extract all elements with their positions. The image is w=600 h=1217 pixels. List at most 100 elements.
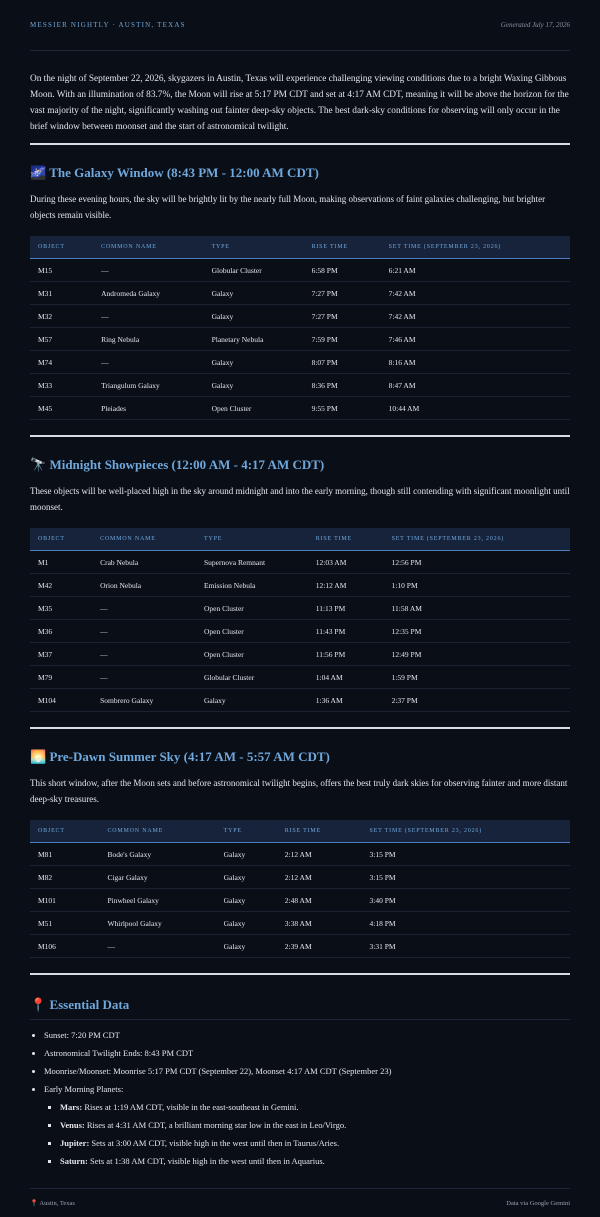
table-cell: 12:35 PM: [383, 619, 570, 643]
table-row: M37— Open Cluster 11:56 PM 12:49 PM: [30, 642, 570, 666]
divider: [30, 727, 570, 729]
column-header: SET TIME (SEPTEMBER 23, 2026): [380, 236, 570, 259]
section-description: This short window, after the Moon sets a…: [30, 778, 568, 804]
planet-name: Jupiter:: [60, 1138, 90, 1148]
table-cell: 11:58 AM: [383, 596, 570, 620]
table-row: M1 Crab Nebula Supernova Remnant 12:03 AM 12…: [30, 550, 570, 574]
objects-table: OBJECT COMMON NAME TYPE RISE TIME SET TIME (…: [30, 236, 570, 420]
table-cell: 2:12 AM: [276, 842, 362, 866]
generated-date: Generated July 17, 2026: [500, 21, 570, 29]
table-cell: M1: [30, 550, 93, 574]
table-cell: 12:03 AM: [307, 550, 384, 574]
section-title: The Galaxy Window (8:43 PM - 12:00 AM CD…: [49, 165, 319, 180]
objects-table: OBJECT COMMON NAME TYPE RISE TIME SET TIME (…: [30, 528, 570, 712]
table-cell: Globular Cluster: [196, 665, 308, 689]
table-row: M45 Pleiades Open Cluster 9:55 PM 10:44 AM: [30, 396, 570, 420]
section-heading: 📍 Essential Data: [30, 997, 570, 1020]
table-row: M101 Pinwheel Galaxy Galaxy 2:48 AM 3:40 PM: [30, 888, 570, 912]
header-row: OBJECT COMMON NAME TYPE RISE TIME SET TIME (…: [30, 236, 570, 259]
table-cell: Galaxy: [215, 911, 277, 935]
intro: On the night of September 22, 2026, skyg…: [30, 74, 569, 132]
table-cell: Planetary Nebula: [203, 327, 304, 351]
table-row: M79— Globular Cluster 1:04 AM 1:59 PM: [30, 665, 570, 689]
table-cell: —: [92, 619, 197, 643]
table-cell: M104: [30, 688, 93, 712]
table-row: M104 Sombrero Galaxy Galaxy 1:36 AM 2:37 PM: [30, 688, 570, 712]
section-icon: 🌌: [30, 165, 47, 180]
header-row: OBJECT COMMON NAME TYPE RISE TIME SET TIME (…: [30, 820, 570, 843]
table-row: M36— Open Cluster 11:43 PM 12:35 PM: [30, 619, 570, 643]
footer-location-text: Austin, Texas: [39, 1200, 75, 1207]
list-item: Early Morning Planets: Mars: Rises at 1:1…: [44, 1084, 570, 1166]
table-cell: —: [93, 304, 204, 328]
planet-text: Rises at 1:19 AM CDT, visible in the eas…: [84, 1102, 299, 1112]
table-cell: 1:04 AM: [307, 665, 384, 689]
planet-name: Venus:: [60, 1120, 85, 1130]
table-cell: Ring Nebula: [93, 327, 204, 351]
section-title: Pre-Dawn Summer Sky (4:17 AM - 5:57 AM C…: [49, 749, 330, 764]
column-header: COMMON NAME: [92, 528, 197, 551]
table-cell: Whirlpool Galaxy: [99, 911, 216, 935]
table-body: M15— Globular Cluster 6:58 PM 6:21 AM M31 And…: [30, 258, 570, 420]
table-cell: M36: [30, 619, 93, 643]
table-cell: 2:12 AM: [276, 865, 362, 889]
list-item: Astronomical Twilight Ends: 8:43 PM CDT: [44, 1048, 570, 1058]
table-cell: 3:15 PM: [361, 842, 570, 866]
section-icon: 🔭: [30, 457, 47, 472]
table-cell: Open Cluster: [196, 642, 308, 666]
table-cell: M37: [30, 642, 93, 666]
table-cell: 7:27 PM: [303, 281, 381, 305]
table-cell: M32: [30, 304, 94, 328]
header-row: OBJECT COMMON NAME TYPE RISE TIME SET TIME (…: [30, 528, 570, 551]
table-cell: 1:10 PM: [383, 573, 570, 597]
essential-data: 📍 Essential Data Sunset: 7:20 PM CDT Astro…: [30, 997, 570, 1166]
table-row: M106— Galaxy 2:39 AM 3:31 PM: [30, 934, 570, 958]
planet-text: Sets at 1:38 AM CDT, visible high in the…: [90, 1156, 325, 1166]
table-cell: —: [92, 596, 197, 620]
planet-name: Saturn:: [60, 1156, 88, 1166]
table-cell: 8:16 AM: [380, 350, 570, 374]
table-cell: Emission Nebula: [196, 573, 308, 597]
table-cell: 10:44 AM: [380, 396, 570, 420]
table-cell: 6:21 AM: [380, 258, 570, 282]
table-cell: M51: [30, 911, 100, 935]
table-cell: 11:13 PM: [307, 596, 384, 620]
table-row: M35— Open Cluster 11:13 PM 11:58 AM: [30, 596, 570, 620]
planet-item: Venus: Rises at 4:31 AM CDT, a brilliant…: [60, 1120, 570, 1130]
table-cell: 11:56 PM: [307, 642, 384, 666]
table-cell: Cigar Galaxy: [99, 865, 216, 889]
table-cell: Galaxy: [196, 688, 308, 712]
section-heading: 🔭 Midnight Showpieces (12:00 AM - 4:17 A…: [30, 457, 570, 473]
column-header: TYPE: [196, 528, 308, 551]
table-cell: M82: [30, 865, 100, 889]
table-cell: 7:42 AM: [380, 281, 570, 305]
table-cell: M35: [30, 596, 93, 620]
table-cell: 1:59 PM: [383, 665, 570, 689]
table-cell: 12:56 PM: [383, 550, 570, 574]
table-row: M74— Galaxy 8:07 PM 8:16 AM: [30, 350, 570, 374]
table-cell: Galaxy: [203, 304, 304, 328]
planet-text: Rises at 4:31 AM CDT, a brilliant mornin…: [86, 1120, 347, 1130]
section-icon: 📍: [30, 997, 47, 1012]
table-cell: Open Cluster: [196, 596, 308, 620]
table-row: M32— Galaxy 7:27 PM 7:42 AM: [30, 304, 570, 328]
table-cell: Galaxy: [215, 934, 277, 958]
data-list: Sunset: 7:20 PM CDT Astronomical Twilight…: [30, 1030, 570, 1166]
column-header: OBJECT: [30, 236, 94, 259]
planet-item: Mars: Rises at 1:19 AM CDT, visible in t…: [60, 1102, 570, 1112]
table-cell: —: [93, 258, 204, 282]
column-header: RISE TIME: [307, 528, 384, 551]
column-header: TYPE: [215, 820, 277, 843]
column-header: TYPE: [203, 236, 304, 259]
table-cell: 11:43 PM: [307, 619, 384, 643]
table-cell: 8:36 PM: [303, 373, 381, 397]
table-cell: M45: [30, 396, 94, 420]
table-cell: 6:58 PM: [303, 258, 381, 282]
column-header: COMMON NAME: [99, 820, 216, 843]
table-row: M81 Bode's Galaxy Galaxy 2:12 AM 3:15 PM: [30, 842, 570, 866]
table-row: M15— Globular Cluster 6:58 PM 6:21 AM: [30, 258, 570, 282]
table-cell: 1:36 AM: [307, 688, 384, 712]
table-cell: Open Cluster: [203, 396, 304, 420]
table-row: M82 Cigar Galaxy Galaxy 2:12 AM 3:15 PM: [30, 865, 570, 889]
